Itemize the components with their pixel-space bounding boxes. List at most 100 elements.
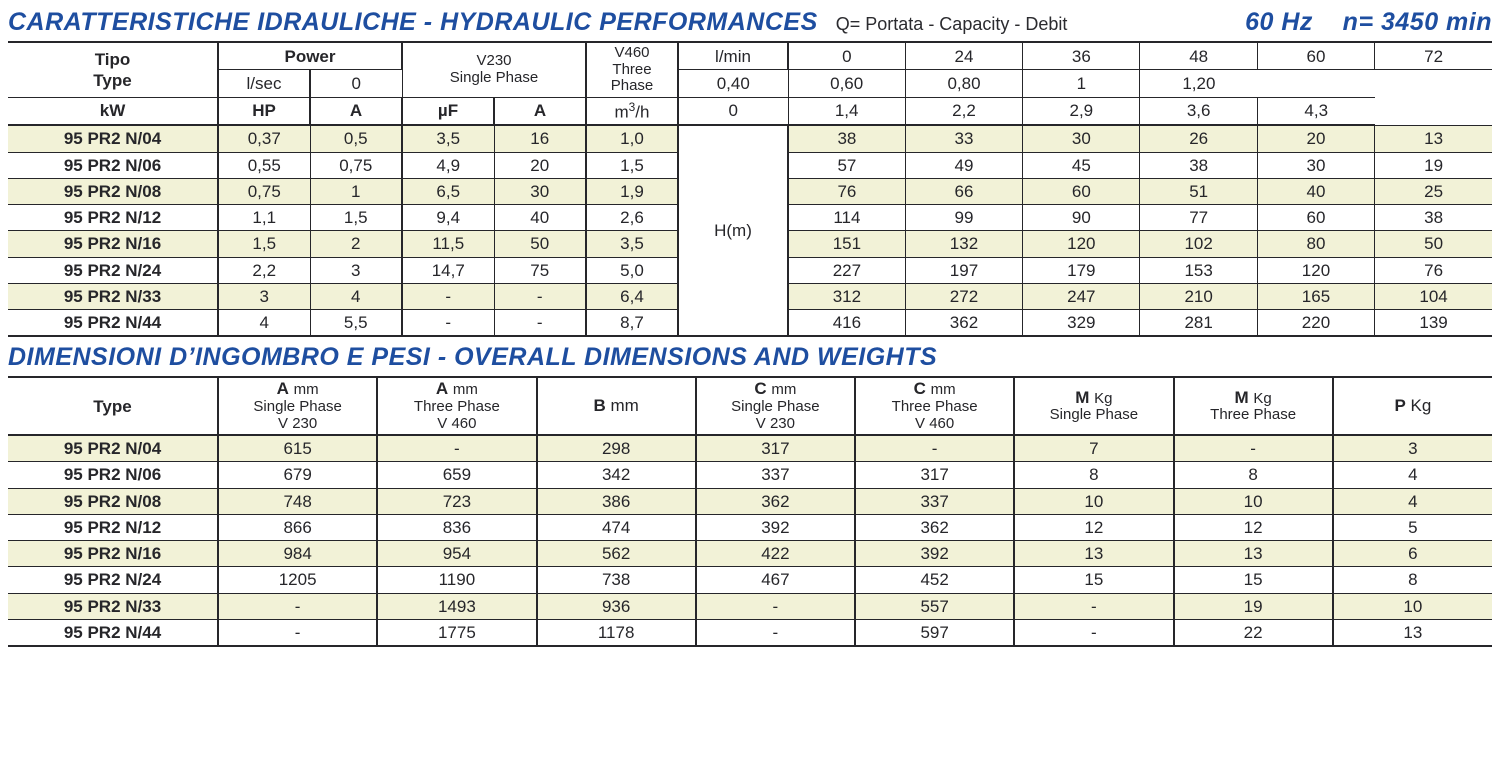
- cell-m-tp: 10: [1174, 488, 1333, 514]
- cell-a460: 8,7: [586, 310, 678, 337]
- cell-h: 99: [905, 205, 1022, 231]
- cell-h: 38: [1375, 205, 1492, 231]
- cell-h: 312: [788, 283, 905, 309]
- cell-h: 80: [1257, 231, 1374, 257]
- cell-h: 30: [1257, 152, 1374, 178]
- hdr-a230: A: [310, 97, 402, 125]
- cell-h: 45: [1023, 152, 1140, 178]
- cell-h: 165: [1257, 283, 1374, 309]
- cap-lsec-5: 1,20: [1140, 70, 1257, 97]
- cell-hp: 2: [310, 231, 402, 257]
- cell-a-tp: 1190: [377, 567, 536, 593]
- hdr-v230-label: V230: [407, 53, 581, 70]
- cell-h: 329: [1023, 310, 1140, 337]
- dim-hdr-c-tp: C mm Three Phase V 460: [855, 377, 1014, 435]
- cap-lsec-3: 0,80: [905, 70, 1022, 97]
- hdr-tipo-type: Tipo Type: [8, 42, 218, 97]
- cell-a-tp: 1775: [377, 619, 536, 646]
- cap-lmin-0: 0: [788, 42, 905, 70]
- cell-a230: 11,5: [402, 231, 494, 257]
- cell-m-tp: 15: [1174, 567, 1333, 593]
- cell-hp: 3: [310, 257, 402, 283]
- cell-a-sp: 1205: [218, 567, 377, 593]
- cell-p: 6: [1333, 541, 1492, 567]
- cap-lsec-0: 0: [310, 70, 402, 97]
- cell-m-sp: -: [1014, 593, 1173, 619]
- hdr-lmin: l/min: [678, 42, 788, 70]
- cell-b: 386: [537, 488, 696, 514]
- cap-lmin-5: 72: [1375, 42, 1492, 70]
- cell-h: 77: [1140, 205, 1257, 231]
- cell-p: 8: [1333, 567, 1492, 593]
- table-row: 95 PR2 N/33-1493936-557-1910: [8, 593, 1492, 619]
- dim-hdr-m-tp: M Kg Three Phase: [1174, 377, 1333, 435]
- cell-a230: 6,5: [402, 178, 494, 204]
- cell-c-tp: 597: [855, 619, 1014, 646]
- cell-hp: 0,75: [310, 152, 402, 178]
- hydraulic-title-row: CARATTERISTICHE IDRAULICHE - HYDRAULIC P…: [8, 8, 1492, 37]
- cell-c-sp: 422: [696, 541, 855, 567]
- cell-a230: -: [402, 310, 494, 337]
- cell-type: 95 PR2 N/16: [8, 231, 218, 257]
- q-label: Q= Portata - Capacity - Debit: [836, 14, 1068, 35]
- cap-m3h-4: 3,6: [1140, 97, 1257, 125]
- cell-p: 5: [1333, 514, 1492, 540]
- cell-c-tp: 392: [855, 541, 1014, 567]
- cell-h: 38: [1140, 152, 1257, 178]
- cell-h: 13: [1375, 125, 1492, 152]
- cell-m-tp: 13: [1174, 541, 1333, 567]
- dim-hdr-type: Type: [8, 377, 218, 435]
- cell-c-tp: -: [855, 435, 1014, 462]
- cell-c-sp: 317: [696, 435, 855, 462]
- cell-h: 20: [1257, 125, 1374, 152]
- cell-kw: 3: [218, 283, 310, 309]
- hydraulic-thead: Tipo Type Power V230 Single Phase V460 T…: [8, 42, 1492, 125]
- cell-c-sp: 392: [696, 514, 855, 540]
- cell-h: 60: [1023, 178, 1140, 204]
- cell-a-tp: 1493: [377, 593, 536, 619]
- dimensions-title: DIMENSIONI D’INGOMBRO E PESI - OVERALL D…: [8, 343, 1492, 372]
- cell-b: 738: [537, 567, 696, 593]
- cell-uf: 16: [494, 125, 586, 152]
- cell-h: 25: [1375, 178, 1492, 204]
- hydraulic-tbody: 95 PR2 N/040,370,53,5161,0H(m)3833302620…: [8, 125, 1492, 336]
- cell-kw: 1,5: [218, 231, 310, 257]
- cell-a-tp: 836: [377, 514, 536, 540]
- table-row: 95 PR2 N/241205119073846745215158: [8, 567, 1492, 593]
- cell-h: 362: [905, 310, 1022, 337]
- cell-h: 272: [905, 283, 1022, 309]
- cell-c-tp: 557: [855, 593, 1014, 619]
- cell-hp: 1: [310, 178, 402, 204]
- cell-a-sp: 679: [218, 462, 377, 488]
- cell-h: 26: [1140, 125, 1257, 152]
- cell-m-tp: 12: [1174, 514, 1333, 540]
- cell-uf: 30: [494, 178, 586, 204]
- cell-h: 33: [905, 125, 1022, 152]
- table-row: 95 PR2 N/04615-298317-7-3: [8, 435, 1492, 462]
- cell-h: 90: [1023, 205, 1140, 231]
- cell-uf: -: [494, 310, 586, 337]
- cell-a230: 3,5: [402, 125, 494, 152]
- cell-hp: 0,5: [310, 125, 402, 152]
- cell-type: 95 PR2 N/12: [8, 205, 218, 231]
- cell-m-tp: 8: [1174, 462, 1333, 488]
- cell-uf: 20: [494, 152, 586, 178]
- cap-m3h-1: 1,4: [788, 97, 905, 125]
- hdr-hp: HP: [218, 97, 310, 125]
- hdr-v460-label: V460: [591, 45, 673, 62]
- cell-m-tp: -: [1174, 435, 1333, 462]
- cell-a460: 3,5: [586, 231, 678, 257]
- cell-kw: 0,37: [218, 125, 310, 152]
- cell-h: 210: [1140, 283, 1257, 309]
- cap-lsec-4: 1: [1023, 70, 1140, 97]
- cell-type: 95 PR2 N/44: [8, 619, 218, 646]
- cell-uf: -: [494, 283, 586, 309]
- cell-h: 120: [1257, 257, 1374, 283]
- cell-h: 60: [1257, 205, 1374, 231]
- cell-type: 95 PR2 N/33: [8, 283, 218, 309]
- hdr-phase: Phase: [591, 78, 673, 95]
- cell-h: 30: [1023, 125, 1140, 152]
- cell-a-tp: 723: [377, 488, 536, 514]
- cell-type: 95 PR2 N/04: [8, 125, 218, 152]
- cell-h: 49: [905, 152, 1022, 178]
